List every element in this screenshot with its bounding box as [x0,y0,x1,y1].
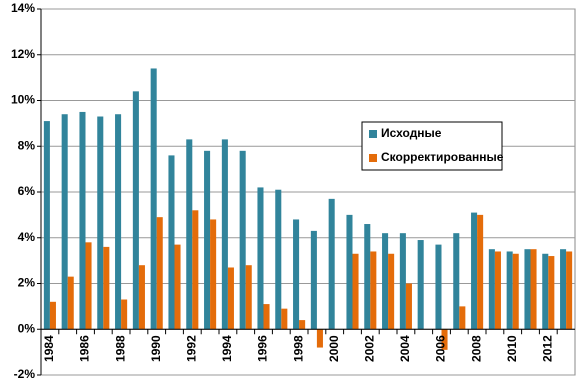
bar [399,233,406,330]
x-tick-label: 2004 [398,335,412,362]
bar [524,249,531,330]
bar [239,150,246,330]
bar [459,306,466,330]
legend-swatch [369,130,377,138]
bar [530,249,537,330]
bar [79,111,86,330]
legend-swatch [369,154,377,162]
y-tick-label: 4% [18,230,36,244]
bar [257,187,264,330]
y-tick-label: 6% [18,184,36,198]
bar [43,121,50,330]
bar [477,214,484,330]
bar [204,150,211,330]
bar [245,265,252,330]
y-tick-label: 0% [18,321,36,335]
bar [364,224,371,330]
bar [221,139,228,330]
bar [263,304,270,330]
bar [417,240,424,330]
bar [299,320,306,330]
bar [471,212,478,330]
x-tick-label: 1998 [291,335,305,362]
bar [168,155,175,330]
bar [174,244,181,330]
x-tick-label: 2010 [505,335,519,362]
bar [346,214,353,330]
bar [352,253,359,330]
x-tick-label: 1984 [42,335,56,362]
x-tick-label: 1992 [184,335,198,362]
bar [494,251,501,330]
x-tick-label: 2012 [540,335,554,362]
bar [310,230,317,330]
bar [293,219,300,330]
bar [85,242,92,330]
y-tick-label: 2% [18,276,36,290]
x-tick-label: 2002 [362,335,376,362]
bar [227,267,234,330]
bar [506,251,513,330]
bar [275,189,282,330]
y-tick-label: 8% [18,138,36,152]
bar [548,256,555,330]
bar [370,251,377,330]
x-tick-label: 2000 [327,335,341,362]
y-tick-label: 12% [11,47,35,61]
bar [150,68,157,330]
y-tick-label: -2% [14,367,36,381]
bar [61,114,68,330]
bar [435,244,442,330]
x-tick-label: 1996 [256,335,270,362]
bar [132,91,139,330]
x-tick-label: 1986 [78,335,92,362]
legend-label: Исходные [381,126,442,140]
bar [453,233,460,330]
x-tick-label: 1994 [220,335,234,362]
x-tick-label: 2008 [469,335,483,362]
bar [186,139,193,330]
bar [512,253,519,330]
bar [566,251,573,330]
bar [405,283,412,330]
bar [488,249,495,330]
bar [388,253,395,330]
legend [361,121,503,171]
bar [49,301,56,330]
x-tick-label: 1990 [149,335,163,362]
y-tick-label: 10% [11,93,35,107]
bar [192,210,199,330]
bar [542,253,549,330]
bar [67,276,74,330]
y-tick-label: 14% [11,1,35,15]
bar [560,249,567,330]
bar [97,116,104,330]
bar [103,246,110,330]
bar [316,329,323,348]
bar [121,299,128,330]
bar [328,198,335,330]
bar [156,217,163,330]
bar [382,233,389,330]
legend-label: Скорректированные [381,150,504,164]
bar [441,329,448,350]
bar [138,265,145,330]
bar [210,219,217,330]
x-tick-label: 2006 [434,335,448,362]
bar [115,114,122,330]
x-tick-label: 1988 [113,335,127,362]
bar [281,308,288,330]
